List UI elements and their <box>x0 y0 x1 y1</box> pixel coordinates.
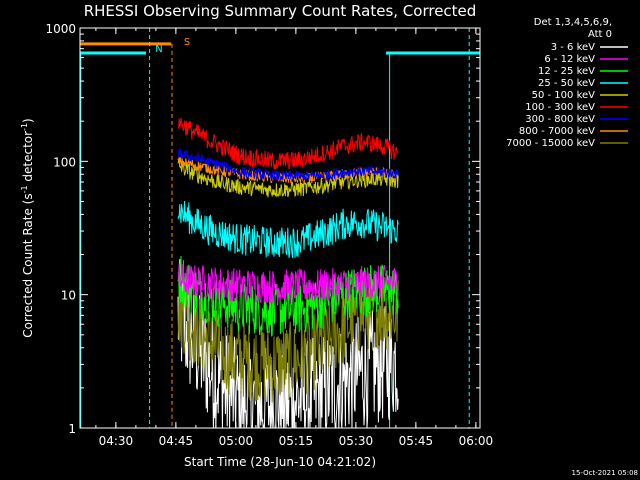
legend-label: 300 - 800 keV <box>525 114 595 125</box>
flag-layer <box>80 28 480 428</box>
plot-area <box>80 28 480 428</box>
flag-s-label: S <box>184 37 190 48</box>
y-axis-label: Corrected Count Rate (s-1 detector-1) <box>20 118 35 337</box>
y-axis-label-part-3: ) <box>21 118 35 123</box>
x-tick-label: 05:45 <box>399 434 434 448</box>
y-axis-label-sup-1: -1 <box>20 185 29 193</box>
series-line <box>177 117 399 171</box>
legend-label: 3 - 6 keV <box>551 42 595 53</box>
legend-label: 12 - 25 keV <box>538 66 595 77</box>
legend-label: 25 - 50 keV <box>538 78 595 89</box>
legend-header-2: Att 0 <box>588 29 612 40</box>
series-line <box>177 148 399 183</box>
legend-label: 800 - 7000 keV <box>519 126 595 137</box>
y-tick-label: 100 <box>53 155 76 169</box>
series-layer <box>177 117 399 428</box>
series-line <box>177 200 399 258</box>
x-tick-label: 05:00 <box>219 434 254 448</box>
timestamp: 15-Oct-2021 05:08 <box>572 469 638 477</box>
x-tick-label: 05:15 <box>279 434 314 448</box>
plot-frame <box>79 27 481 429</box>
y-tick-label: 1 <box>68 422 76 436</box>
series-line <box>177 263 399 304</box>
flag-n-label: N <box>155 44 162 55</box>
y-axis: 1 10 100 1000 <box>45 22 480 436</box>
x-tick-label: 04:30 <box>99 434 134 448</box>
chart-title: RHESSI Observing Summary Count Rates, Co… <box>84 2 477 20</box>
legend-label: 7000 - 15000 keV <box>506 138 595 149</box>
x-axis: 04:30 04:45 05:00 05:15 05:30 05:45 06:00 <box>95 28 494 448</box>
x-tick-label: 05:30 <box>339 434 374 448</box>
y-axis-label-sup-2: -1 <box>20 123 29 131</box>
y-tick-label: 1000 <box>45 22 76 36</box>
x-tick-label: 06:00 <box>459 434 494 448</box>
legend-label: 6 - 12 keV <box>544 54 595 65</box>
legend-label: 100 - 300 keV <box>525 102 595 113</box>
series-line <box>177 160 399 198</box>
y-axis-label-part-1: Corrected Count Rate (s <box>21 193 35 337</box>
series-line <box>177 259 399 428</box>
legend-header-1: Det 1,3,4,5,6,9, <box>534 17 612 28</box>
y-axis-label-part-2: detector <box>21 131 35 186</box>
legend-label: 50 - 100 keV <box>532 90 596 101</box>
x-axis-label: Start Time (28-Jun-10 04:21:02) <box>184 455 376 469</box>
y-tick-label: 10 <box>61 289 76 303</box>
x-tick-label: 04:45 <box>159 434 194 448</box>
